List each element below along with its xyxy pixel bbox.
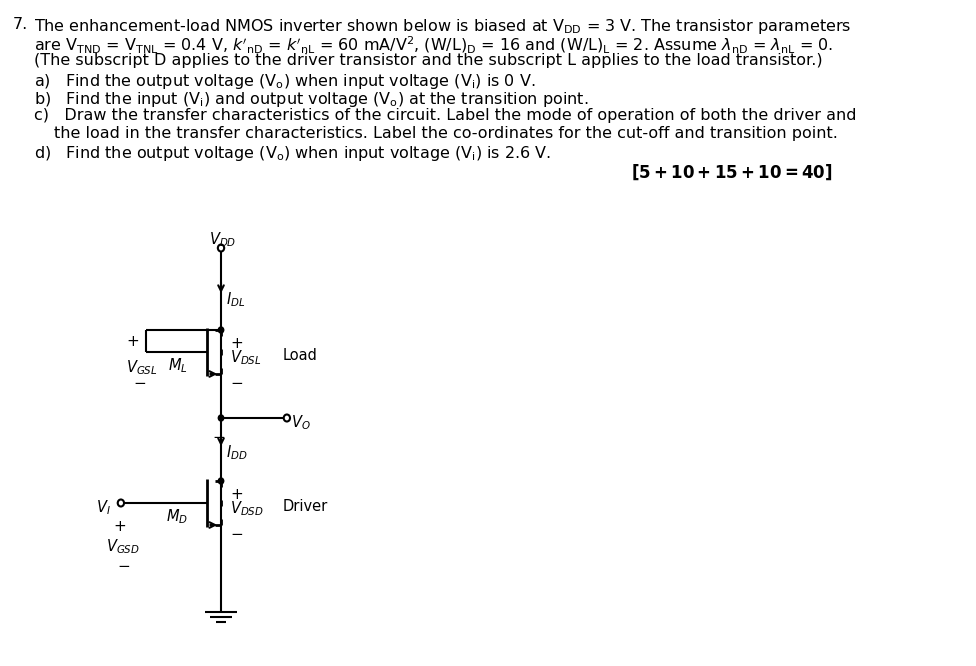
Text: $\mathbf{[5 + 10 + 15 + 10 = 40]}$: $\mathbf{[5 + 10 + 15 + 10 = 40]}$	[631, 163, 833, 182]
Circle shape	[219, 415, 224, 421]
Text: $M_D$: $M_D$	[166, 507, 187, 525]
Text: −: −	[230, 376, 243, 391]
Text: $M_L$: $M_L$	[168, 356, 187, 375]
Text: $V_{DSD}$: $V_{DSD}$	[230, 499, 264, 517]
Text: −: −	[230, 527, 243, 542]
Text: −: −	[117, 559, 130, 574]
Text: +: +	[126, 334, 139, 349]
Text: Load: Load	[282, 348, 317, 363]
Text: The enhancement-load NMOS inverter shown below is biased at V$_{\rm DD}$ = 3 V. : The enhancement-load NMOS inverter shown…	[34, 17, 852, 36]
Text: $V_{GSL}$: $V_{GSL}$	[126, 358, 158, 377]
Text: a)   Find the output voltage (V$_{\rm o}$) when input voltage (V$_{\rm i}$) is 0: a) Find the output voltage (V$_{\rm o}$)…	[34, 72, 536, 91]
Text: $I_{DD}$: $I_{DD}$	[225, 443, 247, 462]
Text: the load in the transfer characteristics. Label the co-ordinates for the cut-off: the load in the transfer characteristics…	[54, 126, 838, 141]
Text: $V_{DSL}$: $V_{DSL}$	[230, 348, 262, 367]
Text: $V_O$: $V_O$	[292, 413, 311, 432]
Text: $I_{DL}$: $I_{DL}$	[225, 290, 245, 309]
Text: +: +	[230, 336, 243, 351]
Text: $V_I$: $V_I$	[96, 498, 110, 517]
Text: −: −	[134, 376, 146, 391]
Text: +: +	[113, 519, 127, 534]
Text: $V_{GSD}$: $V_{GSD}$	[106, 537, 141, 555]
Text: +: +	[230, 487, 243, 502]
Text: are V$_{\rm TND}$ = V$_{\rm TNL}$ = 0.4 V, $k'_{\rm nD}$ = $k'_{\rm nL}$ = 60 mA: are V$_{\rm TND}$ = V$_{\rm TNL}$ = 0.4 …	[34, 35, 834, 56]
Text: (The subscript D applies to the driver transistor and the subscript L applies to: (The subscript D applies to the driver t…	[34, 53, 823, 68]
Text: c)   Draw the transfer characteristics of the circuit. Label the mode of operati: c) Draw the transfer characteristics of …	[34, 108, 857, 123]
Text: $V_{DD}$: $V_{DD}$	[209, 230, 236, 248]
Text: b)   Find the input (V$_{\rm i}$) and output voltage (V$_{\rm o}$) at the transi: b) Find the input (V$_{\rm i}$) and outp…	[34, 90, 589, 109]
Circle shape	[219, 327, 224, 333]
Text: Driver: Driver	[282, 499, 328, 514]
Circle shape	[219, 478, 224, 484]
Text: −: −	[212, 430, 224, 445]
Text: d)   Find the output voltage (V$_{\rm o}$) when input voltage (V$_{\rm i}$) is 2: d) Find the output voltage (V$_{\rm o}$)…	[34, 144, 551, 163]
Text: 7.: 7.	[13, 17, 28, 32]
